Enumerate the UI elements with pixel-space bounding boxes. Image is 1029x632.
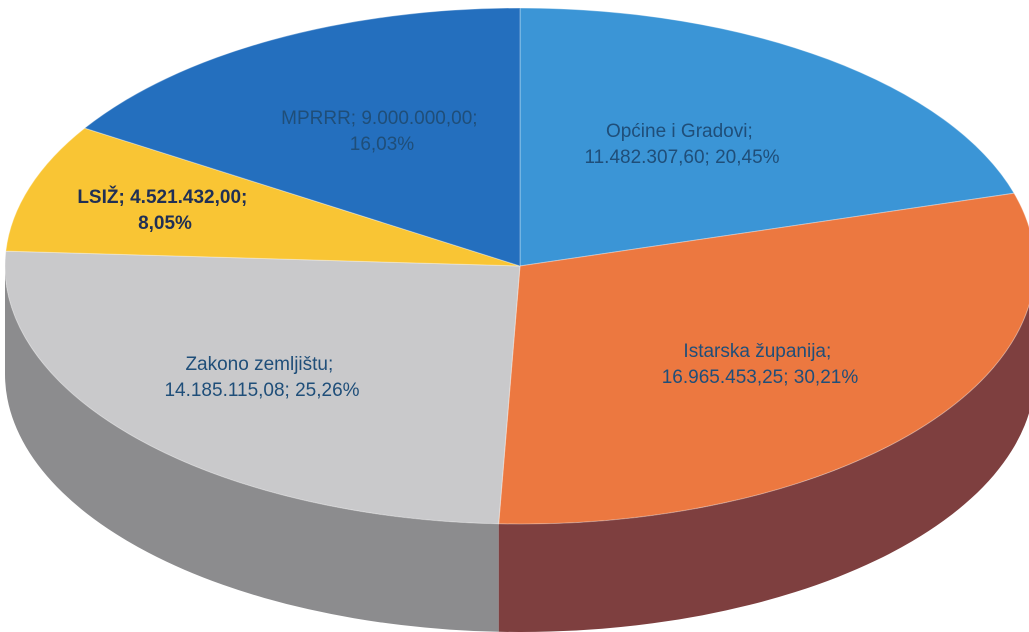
pie-labels: Općine i Gradovi; 11.482.307,60; 20,45% … [77,108,858,401]
pie-slice-istarska-zupanija [498,192,1029,525]
label-istarska-zupanija: Istarska županija; 16.965.453,25; 30,21% [662,341,859,388]
pie-side-zakon-o-zemljistu [5,266,499,632]
pie-sides [5,266,1029,632]
pie-slice-opcine-i-gradovi [519,7,1015,267]
label-zakon-o-zemljistu: Zakono zemljištu; 14.185.115,08; 25,26% [164,354,359,401]
label-mprrr: MPRRR; 9.000.000,00; 16,03% [281,108,483,155]
pie-slice-zakon-o-zemljistu [4,250,521,525]
label-opcine-i-gradovi: Općine i Gradovi; 11.482.307,60; 20,45% [584,121,779,168]
pie-slice-mprrr [83,7,521,267]
pie-side-istarska-zupanija [498,305,1029,632]
pie-slice-lsiz [5,127,521,267]
label-lsiz: LSIŽ; 4.521.432,00; 8,05% [77,186,252,234]
pie-tops [4,7,1029,525]
